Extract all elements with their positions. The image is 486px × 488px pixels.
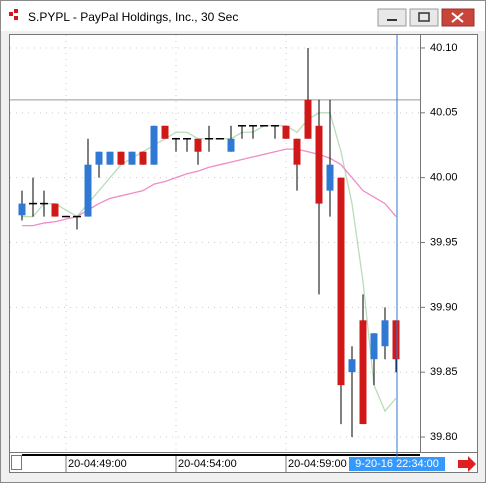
candle-body	[128, 151, 136, 165]
minimize-button[interactable]	[377, 8, 407, 27]
candle-body	[227, 138, 235, 152]
candle-body	[161, 125, 169, 139]
crosshair-label-bg	[349, 457, 445, 471]
scroll-box[interactable]	[11, 455, 22, 470]
maximize-button[interactable]	[409, 8, 439, 27]
crosshair-label: 9-20-16 22:34:00	[355, 458, 439, 470]
candle-body	[139, 151, 147, 165]
close-button[interactable]	[441, 8, 475, 27]
candle-body	[84, 164, 92, 217]
candle-body	[348, 359, 356, 373]
app-icon	[9, 9, 18, 20]
y-tick-label: 39.85	[430, 366, 458, 378]
candle-body	[293, 138, 301, 165]
candle-body	[18, 203, 26, 216]
candle-body	[392, 320, 400, 360]
candle-body	[51, 203, 59, 217]
y-tick-label: 39.95	[430, 236, 458, 248]
y-tick-label: 40.05	[430, 107, 458, 119]
candle-body	[337, 177, 345, 386]
y-tick-label: 40.00	[430, 172, 458, 184]
moving-average	[22, 148, 397, 227]
y-tick-label: 39.90	[430, 301, 458, 313]
candle-body	[370, 333, 378, 360]
candle-body	[117, 151, 125, 165]
y-tick-label: 40.10	[430, 42, 458, 54]
candle-body	[150, 125, 158, 165]
x-tick-label: 20-04:54:00	[178, 458, 237, 470]
candle-body	[381, 320, 389, 347]
x-tick-label: 20-04:59:00	[288, 458, 347, 470]
x-axis-bar	[22, 454, 420, 456]
candle-body	[95, 151, 103, 165]
candle-body	[315, 125, 323, 204]
window-title: S.PYPL - PayPal Holdings, Inc., 30 Sec	[28, 10, 238, 24]
candle-body	[304, 99, 312, 139]
chart-panel	[9, 34, 478, 473]
y-tick-label: 39.80	[430, 431, 458, 443]
candle-body	[326, 164, 334, 191]
candle-body	[282, 125, 290, 139]
candle-body	[359, 320, 367, 425]
scroll-arrow[interactable]	[458, 456, 476, 472]
candle-body	[194, 138, 202, 152]
candle-body	[106, 151, 114, 165]
x-tick-label: 20-04:49:00	[68, 458, 127, 470]
